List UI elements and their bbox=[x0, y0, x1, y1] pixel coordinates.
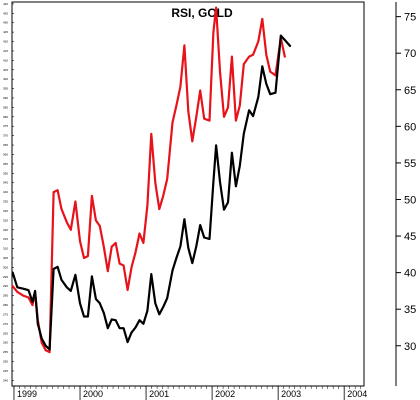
right-axis-tick-label: 30 bbox=[404, 341, 416, 353]
left-axis-tick-label: 320 bbox=[3, 228, 8, 232]
right-axis-tick-label: 55 bbox=[404, 158, 416, 170]
left-axis-tick-label: 360 bbox=[3, 152, 8, 156]
right-axis-tick-label: 50 bbox=[404, 194, 416, 206]
left-axis-tick-label: 355 bbox=[3, 162, 8, 166]
left-axis-tick-label: 400 bbox=[3, 77, 8, 81]
left-axis-tick-label: 415 bbox=[3, 49, 8, 53]
left-axis-tick-label: 395 bbox=[3, 87, 8, 91]
left-axis-tick-label: 285 bbox=[3, 294, 8, 298]
left-axis-tick-label: 295 bbox=[3, 275, 8, 279]
x-axis-tick-label: 2001 bbox=[149, 389, 169, 399]
right-axis-tick-label: 65 bbox=[404, 85, 416, 97]
left-axis-tick-label: 250 bbox=[3, 360, 8, 364]
left-axis-tick-label: 380 bbox=[3, 115, 8, 119]
left-axis-tick-label: 435 bbox=[3, 11, 8, 15]
right-axis-tick-label: 35 bbox=[404, 304, 416, 316]
left-axis-tick-label: 300 bbox=[3, 265, 8, 269]
left-axis-tick-label: 420 bbox=[3, 40, 8, 44]
left-axis-tick-label: 390 bbox=[3, 96, 8, 100]
left-axis-tick-label: 265 bbox=[3, 331, 8, 335]
left-axis-tick-label: 375 bbox=[3, 124, 8, 128]
left-axis-tick-label: 315 bbox=[3, 237, 8, 241]
right-axis-tick-label: 70 bbox=[404, 48, 416, 60]
x-axis-tick-label: 2000 bbox=[83, 389, 103, 399]
series-line-2 bbox=[11, 34, 292, 351]
left-axis-tick-label: 385 bbox=[3, 105, 8, 109]
x-axis-tick-label: 1999 bbox=[17, 389, 37, 399]
left-axis-tick-label: 370 bbox=[3, 134, 8, 138]
right-axis-tick-label: 45 bbox=[404, 231, 416, 243]
left-axis-tick-label: 405 bbox=[3, 68, 8, 72]
left-axis-tick-label: 410 bbox=[3, 58, 8, 62]
left-axis-tick-label: 260 bbox=[3, 341, 8, 345]
left-axis: 240 245 250 255 260 265 270 275 280 285 290 295 300 3… bbox=[3, 2, 14, 382]
left-axis-tick-label: 365 bbox=[3, 143, 8, 147]
left-axis-tick-label: 425 bbox=[3, 30, 8, 34]
left-axis-tick-label: 245 bbox=[3, 369, 8, 373]
left-axis-tick-label: 290 bbox=[3, 284, 8, 288]
left-axis-tick-label: 275 bbox=[3, 312, 8, 316]
right-axis-tick-label: 75 bbox=[404, 12, 416, 24]
series-line-1 bbox=[11, 6, 286, 354]
left-axis-tick-label: 310 bbox=[3, 247, 8, 251]
left-axis-tick-label: 240 bbox=[3, 378, 8, 382]
plot-frame bbox=[11, 1, 365, 387]
left-axis-tick-label: 335 bbox=[3, 200, 8, 204]
right-axis: 30 35 40 45 50 55 60 65 70 75 bbox=[396, 12, 416, 353]
left-axis-tick-label: 280 bbox=[3, 303, 8, 307]
left-axis-tick-label: 430 bbox=[3, 21, 8, 25]
left-axis-tick-label: 340 bbox=[3, 190, 8, 194]
left-axis-tick-label: 305 bbox=[3, 256, 8, 260]
chart-title: RSI, GOLD bbox=[171, 6, 233, 20]
right-axis-tick-label: 40 bbox=[404, 268, 416, 280]
left-axis-tick-label: 325 bbox=[3, 218, 8, 222]
series-layer bbox=[11, 6, 292, 354]
left-axis-tick-label: 255 bbox=[3, 350, 8, 354]
left-axis-tick-label: 330 bbox=[3, 209, 8, 213]
x-axis-tick-label: 2004 bbox=[347, 389, 367, 399]
left-axis-tick-label: 270 bbox=[3, 322, 8, 326]
x-axis: 1999 2000 2001 2002 2003 2004 bbox=[13, 386, 367, 400]
left-axis-tick-label: 350 bbox=[3, 171, 8, 175]
right-axis-tick-label: 60 bbox=[404, 121, 416, 133]
x-axis-tick-label: 2002 bbox=[215, 389, 235, 399]
left-axis-tick-label: 440 bbox=[3, 2, 8, 6]
x-axis-tick-label: 2003 bbox=[281, 389, 301, 399]
left-axis-tick-label: 345 bbox=[3, 181, 8, 185]
